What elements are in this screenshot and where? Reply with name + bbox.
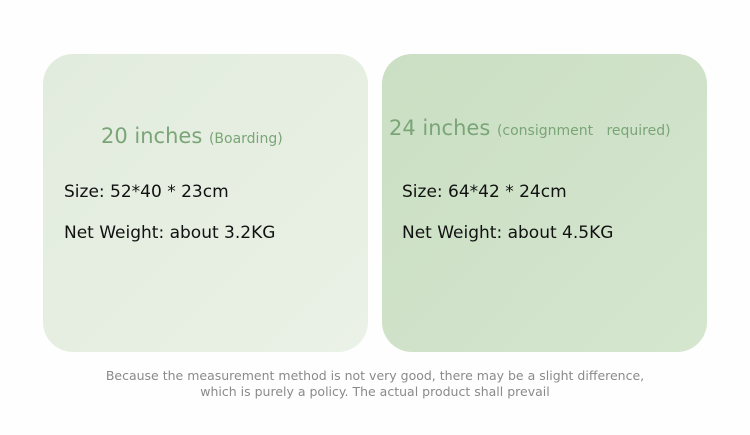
card-title: 20 inches: [101, 124, 203, 148]
card-title-row: 20 inches (Boarding): [101, 124, 283, 148]
card-note: (Boarding): [208, 131, 283, 147]
weight-text: Net Weight: about 3.2KG: [64, 223, 276, 243]
weight-text: Net Weight: about 4.5KG: [402, 223, 614, 243]
card-note: (consignment required): [496, 123, 671, 139]
footer-line: which is purely a policy. The actual pro…: [200, 384, 550, 399]
card-title: 24 inches: [389, 116, 491, 140]
footer-line: Because the measurement method is not ve…: [105, 368, 645, 383]
card: 24 inches (consignment required) Size: 6…: [382, 54, 707, 352]
footer: Because the measurement method is not ve…: [0, 368, 750, 400]
card-title-row: 24 inches (consignment required): [389, 116, 671, 140]
card: 20 inches (Boarding) Size: 52*40 * 23cm …: [43, 54, 368, 352]
size-text: Size: 52*40 * 23cm: [64, 182, 229, 202]
size-text: Size: 64*42 * 24cm: [402, 182, 567, 202]
